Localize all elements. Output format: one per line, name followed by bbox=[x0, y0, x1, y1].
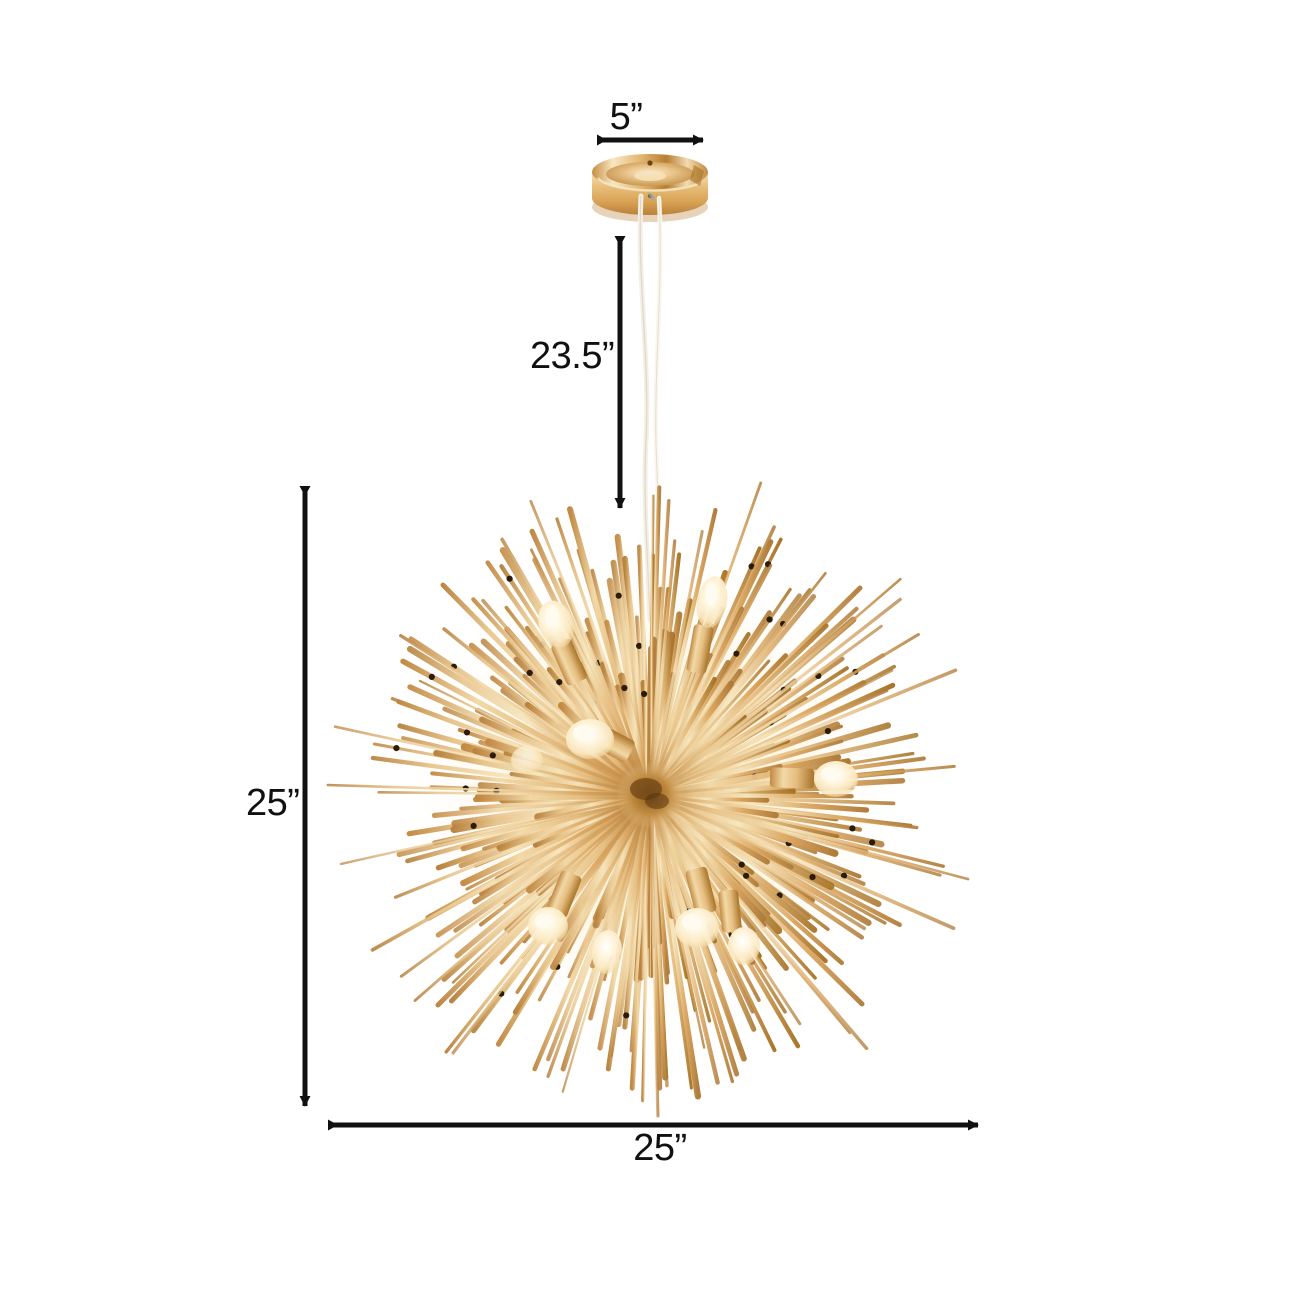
rod bbox=[648, 632, 920, 797]
rod bbox=[399, 633, 652, 797]
bulb bbox=[686, 576, 728, 674]
rod bbox=[648, 669, 894, 797]
rod-tip-dot bbox=[463, 729, 471, 736]
rod-tip-dot bbox=[641, 690, 648, 698]
rod bbox=[393, 793, 652, 899]
rod bbox=[648, 793, 669, 1088]
rod-tip-dot bbox=[470, 822, 477, 830]
rod-tip-dot bbox=[840, 872, 848, 879]
rod bbox=[648, 668, 958, 797]
rod-tip-dot bbox=[809, 874, 816, 881]
dimension-lines-group bbox=[299, 134, 979, 1131]
rod-tip-dot bbox=[733, 650, 740, 657]
rod bbox=[648, 597, 902, 797]
rod-tip-dot bbox=[621, 684, 628, 692]
rod bbox=[418, 679, 652, 797]
fixture-height-label: 25” bbox=[246, 782, 300, 824]
rod-tip-dot bbox=[766, 616, 773, 623]
rod bbox=[648, 494, 655, 797]
rod bbox=[333, 725, 652, 797]
sputnik-rod-sphere bbox=[326, 481, 970, 1118]
rod bbox=[377, 791, 652, 797]
rod bbox=[648, 624, 883, 797]
rod bbox=[648, 793, 942, 877]
rod bbox=[648, 577, 902, 797]
rod bbox=[481, 598, 652, 797]
rod bbox=[648, 498, 671, 797]
rod bbox=[629, 793, 652, 1053]
rod bbox=[648, 793, 919, 830]
rod-tip-dot bbox=[748, 563, 755, 570]
light-bulbs-group bbox=[511, 576, 858, 974]
rod bbox=[555, 517, 652, 797]
rod-tip-dot bbox=[506, 575, 513, 582]
rod bbox=[648, 793, 956, 931]
rod-tip-dot bbox=[869, 839, 876, 846]
rod bbox=[413, 793, 652, 1002]
rod-tip-dot bbox=[743, 872, 750, 879]
rod-tip-dot bbox=[489, 752, 496, 759]
drop-length-label: 23.5” bbox=[530, 335, 615, 377]
bulb bbox=[718, 889, 760, 965]
bulb bbox=[566, 719, 635, 763]
ceiling-canopy bbox=[592, 154, 708, 222]
rod bbox=[648, 793, 869, 1051]
rod bbox=[451, 793, 652, 984]
bulb bbox=[675, 866, 719, 948]
rod-tip-dot bbox=[738, 861, 745, 868]
rod-tip-dot bbox=[623, 1012, 630, 1019]
rod-tip-dot bbox=[824, 728, 832, 735]
rod bbox=[339, 793, 652, 866]
rod bbox=[648, 539, 677, 797]
bulb bbox=[591, 930, 623, 974]
bulb bbox=[769, 761, 858, 797]
bulb bbox=[528, 870, 582, 945]
canopy-width-label: 5” bbox=[609, 96, 643, 138]
rod bbox=[390, 696, 652, 797]
rod bbox=[370, 793, 652, 952]
rod-tip-dot bbox=[636, 642, 643, 650]
bulb bbox=[538, 600, 587, 686]
rod bbox=[529, 548, 652, 797]
fixture-width-label: 25” bbox=[633, 1127, 687, 1169]
rod-tip-dot bbox=[849, 825, 856, 832]
rod bbox=[648, 793, 867, 931]
rod-tip-dot bbox=[615, 592, 622, 599]
rod bbox=[399, 793, 652, 978]
rod bbox=[610, 793, 652, 1058]
rod-tip-dot bbox=[556, 679, 563, 686]
rod-tip-dot bbox=[393, 745, 400, 752]
rod-tip-dot bbox=[428, 673, 435, 681]
rod bbox=[648, 525, 776, 797]
rod bbox=[442, 627, 652, 797]
rod bbox=[648, 571, 827, 797]
rod bbox=[648, 529, 704, 797]
rod-tip-dot bbox=[526, 669, 533, 677]
bulb bbox=[511, 746, 543, 774]
